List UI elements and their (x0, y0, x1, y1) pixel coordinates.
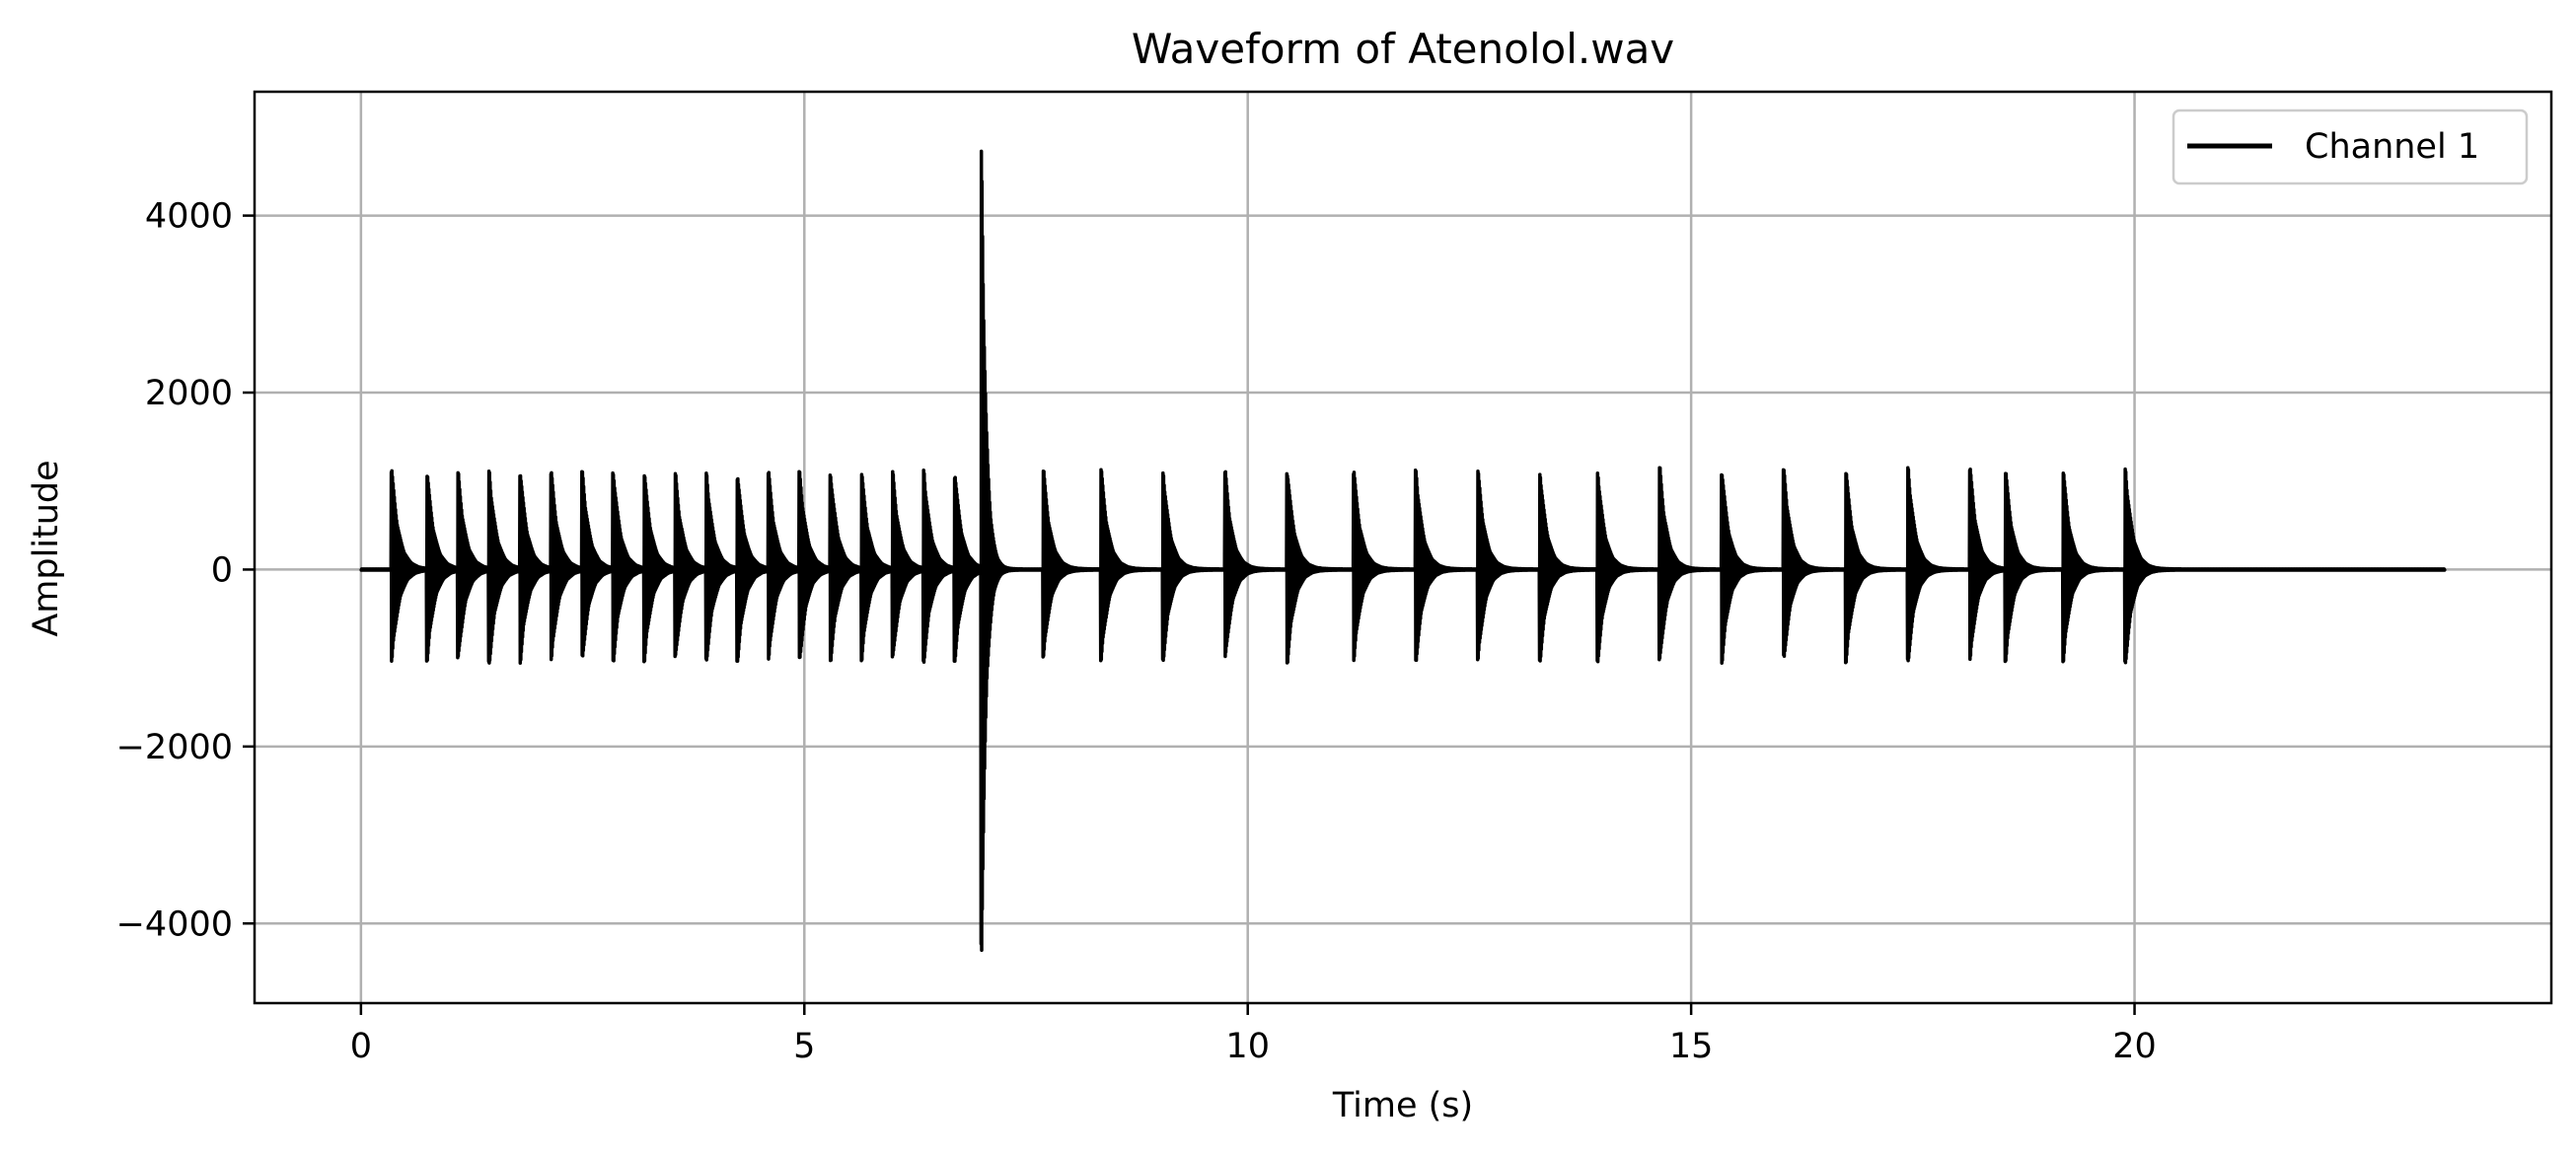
x-tick-label: 5 (793, 1027, 815, 1066)
series-group (359, 149, 2447, 953)
legend: Channel 1 (2171, 108, 2529, 185)
x-tick-label: 0 (350, 1027, 372, 1066)
axes-frame (253, 90, 2553, 1005)
x-tick-label: 15 (1669, 1027, 1714, 1066)
x-tick-label: 10 (1225, 1027, 1270, 1066)
plot-area (359, 149, 2447, 953)
y-axis: 4000 2000 0 −2000 −4000 (116, 197, 255, 944)
legend-label-channel-1: Channel 1 (2305, 127, 2479, 167)
x-tick-label: 20 (2112, 1027, 2157, 1066)
y-tick-label: 0 (211, 550, 233, 590)
y-tick-label: 2000 (145, 374, 233, 413)
legend-box (2171, 108, 2529, 185)
chart-title: Waveform of Atenolol.wav (1132, 25, 1674, 73)
y-tick-label: −4000 (116, 904, 233, 944)
y-tick-label: −2000 (116, 728, 233, 767)
y-axis-label: Amplitude (27, 460, 66, 636)
x-axis: 0 5 10 15 20 (350, 1003, 2157, 1066)
x-axis-label: Time (s) (1332, 1086, 1473, 1125)
series-line-channel-1 (359, 149, 2447, 953)
y-tick-label: 4000 (145, 197, 233, 237)
